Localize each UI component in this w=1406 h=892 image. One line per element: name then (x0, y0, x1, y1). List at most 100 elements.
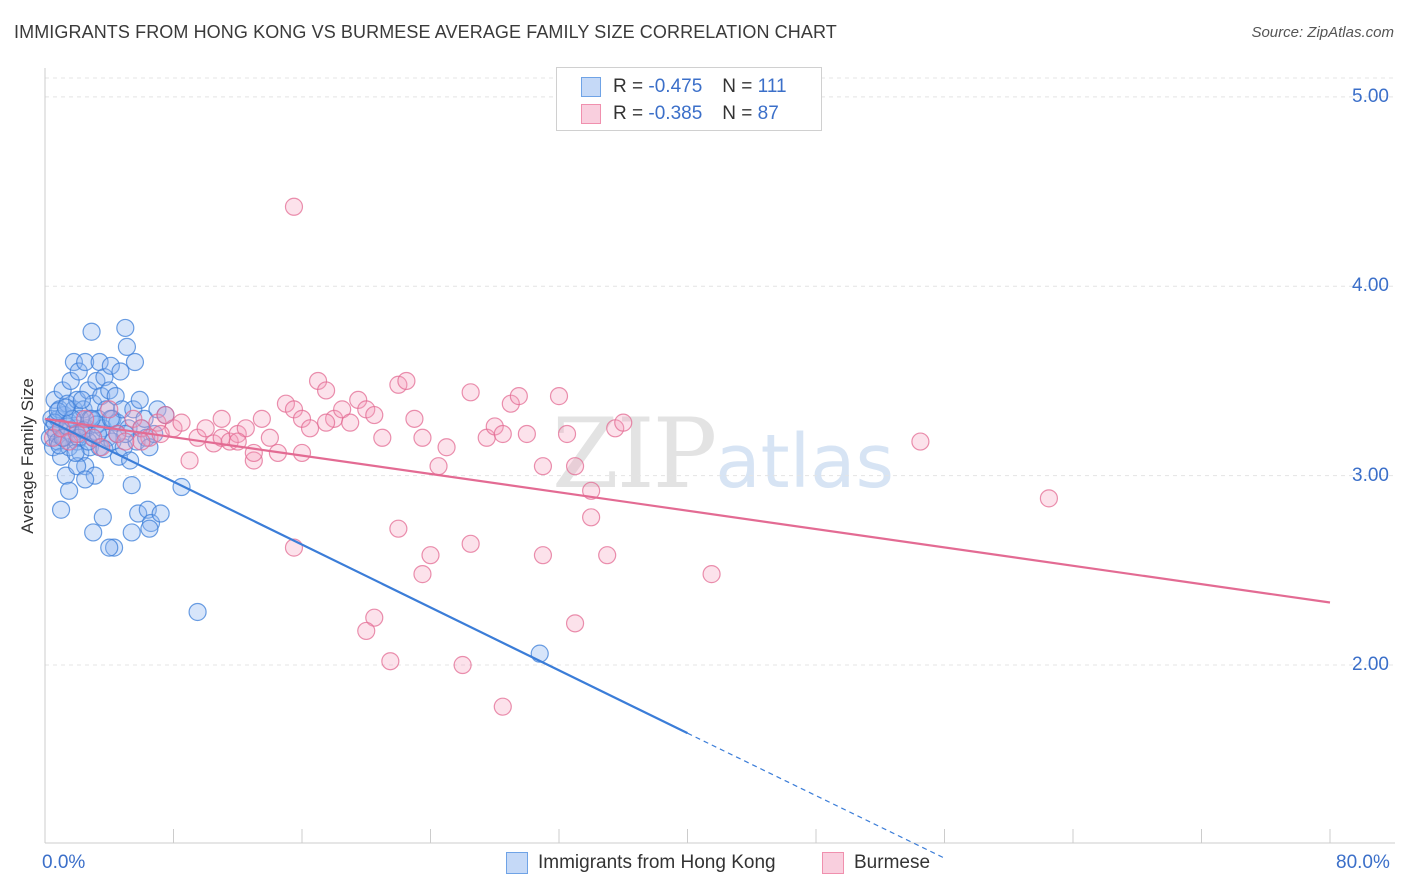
point-series0-83 (59, 481, 79, 500)
point-series1-57 (582, 481, 601, 500)
y-tick-label-0: 2.00 (1352, 654, 1389, 675)
point-series0-86 (84, 523, 103, 542)
point-series0-45 (93, 508, 112, 527)
bottom-legend-swatch-burmese (822, 852, 844, 874)
point-series1-76 (1039, 489, 1059, 508)
point-series0-61 (116, 318, 135, 338)
point-series0-109 (188, 602, 207, 622)
y-tick-label-3: 5.00 (1352, 85, 1389, 107)
point-series1-63 (381, 652, 400, 671)
point-series0-36 (82, 322, 101, 341)
point-series0-89 (172, 477, 191, 497)
point-series0-110 (530, 644, 549, 663)
point-series1-40 (373, 428, 392, 447)
point-series1-39 (365, 405, 384, 425)
y-tick-label-1: 3.00 (1352, 464, 1389, 486)
point-series1-36 (341, 413, 360, 432)
source-label: Source: ZipAtlas.com (1251, 24, 1394, 41)
point-series1-31 (300, 419, 320, 438)
point-series1-9 (116, 432, 135, 451)
point-series1-86 (429, 457, 448, 476)
point-series1-81 (132, 432, 151, 451)
point-series1-53 (533, 457, 553, 476)
point-series1-82 (172, 413, 191, 432)
point-series1-25 (252, 409, 271, 428)
legend-n-label: N = (722, 103, 753, 124)
point-series0-82 (51, 500, 71, 519)
legend-r-label: R = (613, 76, 644, 97)
point-series0-84 (68, 457, 87, 476)
legend-n-label: N = (722, 76, 753, 97)
point-series1-7 (100, 400, 119, 419)
point-series0-58 (111, 362, 130, 381)
point-series1-23 (236, 419, 255, 438)
point-series1-69 (493, 697, 512, 716)
point-series1-24 (244, 451, 263, 470)
legend-r-value: -0.385 (648, 103, 703, 124)
point-series1-49 (493, 424, 512, 444)
legend-row-burmese: R = -0.385 N = 87 (581, 102, 779, 126)
point-series1-85 (316, 413, 336, 432)
point-series1-55 (557, 424, 577, 444)
point-series1-26 (260, 428, 279, 447)
trendline-series0 (44, 417, 688, 735)
point-series1-73 (598, 546, 617, 565)
point-series1-74 (702, 565, 721, 584)
point-series1-64 (389, 519, 408, 538)
point-series1-61 (365, 608, 384, 627)
legend-swatch-hong-kong (581, 77, 601, 97)
point-series0-80 (151, 504, 170, 523)
point-series0-51 (101, 356, 120, 375)
point-series1-56 (565, 457, 585, 476)
watermark-zip: ZIP (552, 398, 717, 510)
point-series0-102 (56, 398, 75, 417)
point-series0-62 (117, 337, 137, 356)
point-series0-103 (66, 443, 85, 463)
chart-title: IMMIGRANTS FROM HONG KONG VS BURMESE AVE… (14, 22, 837, 42)
point-series1-71 (565, 614, 585, 633)
point-series1-75 (911, 432, 930, 451)
point-series1-67 (453, 655, 472, 675)
bottom-legend-swatch-hong-kong (506, 852, 528, 874)
point-series1-51 (509, 387, 528, 406)
point-series0-66 (122, 523, 141, 542)
point-series1-44 (413, 428, 432, 447)
point-series0-31 (76, 352, 95, 372)
point-series1-35 (333, 400, 352, 419)
point-series0-25 (69, 362, 88, 381)
point-series0-105 (82, 409, 101, 428)
point-series1-42 (397, 371, 416, 391)
trendline-extension-series0 (687, 732, 945, 859)
point-series1-66 (421, 546, 440, 565)
point-series1-45 (437, 438, 456, 457)
point-series1-16 (180, 451, 199, 470)
point-series1-84 (292, 443, 312, 463)
legend-r-value: -0.475 (648, 76, 703, 97)
point-series1-33 (316, 381, 336, 400)
point-series1-62 (357, 621, 376, 641)
x-tick-label-min: 0.0% (42, 852, 86, 873)
point-series0-85 (76, 470, 95, 489)
watermark-atlas: atlas (715, 419, 895, 505)
point-series1-52 (517, 424, 536, 444)
point-series1-70 (533, 546, 553, 565)
trendline-series1 (44, 417, 1331, 604)
point-series1-46 (461, 383, 480, 402)
point-series1-14 (156, 405, 175, 425)
point-series0-65 (122, 476, 141, 495)
bottom-legend-label-burmese: Burmese (854, 852, 931, 873)
x-tick-label-max: 80.0% (1336, 852, 1390, 873)
watermark: ZIPatlas (552, 398, 894, 510)
point-series1-79 (212, 409, 231, 428)
y-tick-label-2: 4.00 (1352, 275, 1389, 297)
point-series0-104 (72, 390, 92, 410)
point-series1-68 (461, 534, 480, 553)
legend-swatch-burmese (581, 104, 601, 124)
bottom-legend-burmese: Burmese (822, 852, 930, 874)
bottom-legend-hong-kong: Immigrants from Hong Kong (506, 852, 776, 874)
point-series1-77 (284, 197, 304, 216)
point-series0-88 (140, 519, 159, 538)
point-series0-87 (100, 538, 119, 557)
legend-n-value: 87 (757, 103, 779, 124)
